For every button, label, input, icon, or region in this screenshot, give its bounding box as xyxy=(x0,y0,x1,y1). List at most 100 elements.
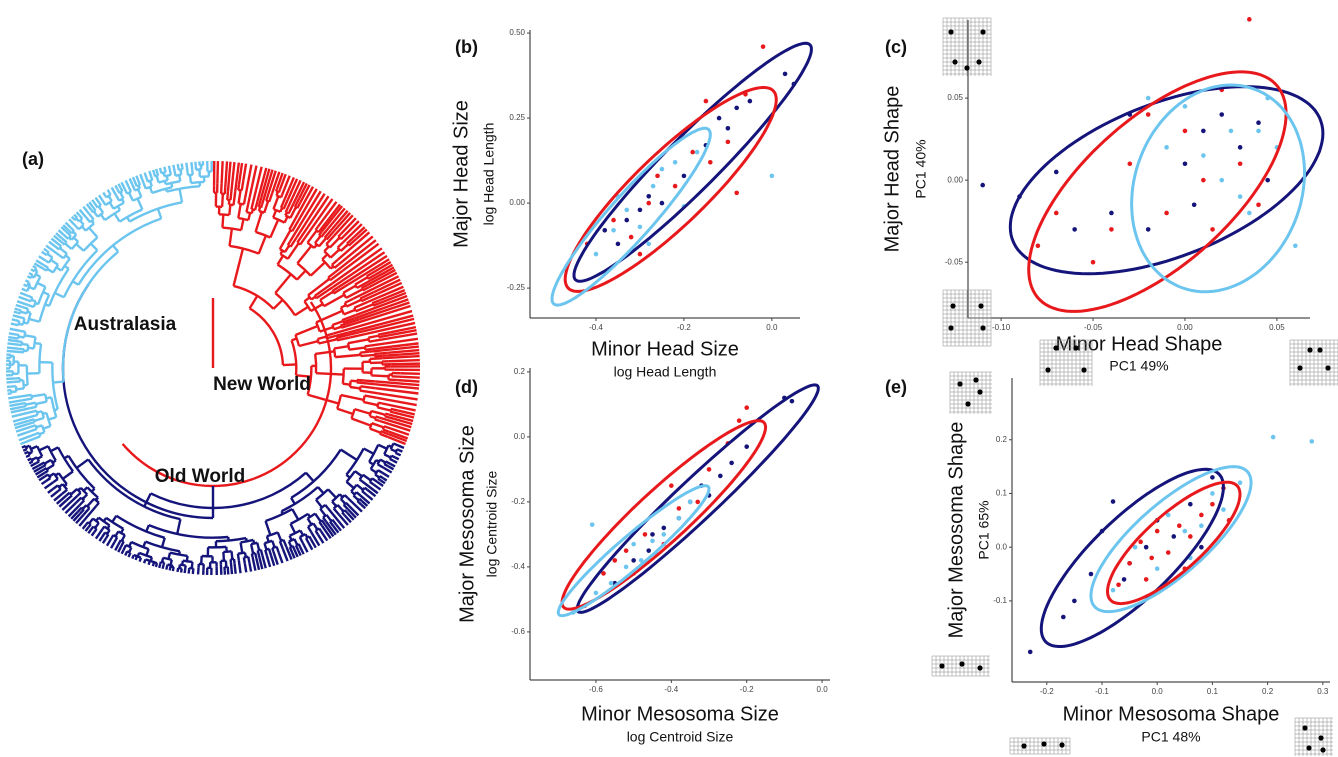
tree-branch xyxy=(119,541,125,548)
tree-branch xyxy=(253,552,258,559)
tree-branch xyxy=(111,515,118,523)
tree-branch xyxy=(307,393,340,405)
tree-branch xyxy=(15,425,31,433)
tree-branch xyxy=(57,472,68,485)
y-tick-label: -0.1 xyxy=(993,596,1007,605)
tree-branch xyxy=(165,565,169,570)
tree-branch xyxy=(38,475,46,482)
tree-branch xyxy=(291,545,296,551)
tree-branch xyxy=(173,170,177,176)
tree-branch xyxy=(245,196,251,213)
tree-branch xyxy=(313,282,334,297)
tree-branch xyxy=(366,488,377,498)
tree-branch xyxy=(276,531,283,542)
thumb-landmark xyxy=(1306,745,1312,751)
tree-branch xyxy=(354,408,371,415)
tree-branch xyxy=(26,312,32,324)
tree-branch xyxy=(272,551,279,565)
tree-branch xyxy=(14,323,19,327)
tree-branch xyxy=(237,190,242,204)
tree-branch xyxy=(30,424,36,429)
tree-branch xyxy=(22,397,33,402)
tree-branch xyxy=(353,298,409,320)
tree-branch xyxy=(365,347,373,351)
point xyxy=(1199,544,1204,550)
tree-branch xyxy=(355,228,368,240)
tree-branch xyxy=(329,269,344,282)
tree-branch xyxy=(343,308,356,316)
point xyxy=(1171,534,1177,539)
tree-branch xyxy=(296,202,302,209)
tree-branch xyxy=(21,305,29,311)
point xyxy=(1176,523,1182,529)
thumb-landmark xyxy=(1059,742,1065,748)
tree-branch xyxy=(47,473,52,479)
tree-branch xyxy=(138,557,143,562)
tree-branch xyxy=(372,483,382,491)
tree-branch xyxy=(265,193,270,202)
tree-branch xyxy=(296,186,315,216)
tree-branch xyxy=(336,336,351,342)
tree-branch xyxy=(110,186,118,197)
tree-branch xyxy=(89,218,95,224)
tree-branch xyxy=(393,411,415,419)
tree-branch xyxy=(383,425,392,430)
tree-branch xyxy=(319,530,329,542)
tree-branch xyxy=(52,477,59,484)
point xyxy=(1210,491,1215,496)
tree-branch xyxy=(143,172,148,178)
tree-branch xyxy=(142,183,147,189)
tree-branch xyxy=(128,192,134,202)
tree-branch xyxy=(356,279,371,289)
tree-branch xyxy=(310,531,321,547)
point xyxy=(611,217,616,223)
point xyxy=(736,418,742,423)
thumb-landmark xyxy=(948,29,954,35)
tree-branch xyxy=(8,332,15,336)
tree-branch xyxy=(354,470,363,478)
tree-branch xyxy=(309,261,326,277)
tree-branch xyxy=(93,202,99,209)
tree-branch xyxy=(112,534,118,539)
tree-branch xyxy=(108,192,112,196)
tree-branch xyxy=(354,283,359,289)
tree-branch xyxy=(306,229,318,244)
tree-branch xyxy=(32,264,37,270)
tree-branch xyxy=(132,195,142,202)
tree-branch xyxy=(333,344,349,350)
tree-branch xyxy=(7,338,16,343)
tree-branch xyxy=(346,242,350,247)
tree-branch xyxy=(345,501,350,507)
tree-branch xyxy=(369,266,395,282)
tree-branch xyxy=(42,267,48,272)
tree-branch xyxy=(264,547,270,552)
tree-branch xyxy=(295,374,312,378)
tree-branch xyxy=(358,497,363,502)
tree-branch xyxy=(342,292,348,299)
tree-branch xyxy=(165,179,181,186)
tree-branch xyxy=(182,559,193,564)
tree-branch xyxy=(260,168,271,199)
tree-branch xyxy=(390,325,417,334)
point xyxy=(1088,571,1094,577)
tree-branch xyxy=(249,543,255,554)
tree-branch xyxy=(345,288,363,300)
tree-branch xyxy=(55,232,63,240)
point xyxy=(718,473,723,479)
tree-branch xyxy=(319,299,326,307)
tree-branch xyxy=(360,503,367,510)
tree-branch xyxy=(347,497,363,513)
tree-branch xyxy=(360,350,370,354)
tree-branch xyxy=(86,486,99,499)
point xyxy=(681,173,687,179)
tree-branch xyxy=(390,427,410,436)
tree-branch xyxy=(377,469,384,474)
tree-branch xyxy=(264,549,268,556)
y-tick-label: -0.25 xyxy=(507,283,526,292)
tree-branch xyxy=(32,270,39,279)
point xyxy=(1292,243,1298,249)
tree-branch xyxy=(222,226,242,232)
tree-branch xyxy=(337,513,349,526)
y-tick-label: -0.4 xyxy=(511,562,525,571)
tree-branch xyxy=(31,393,46,398)
